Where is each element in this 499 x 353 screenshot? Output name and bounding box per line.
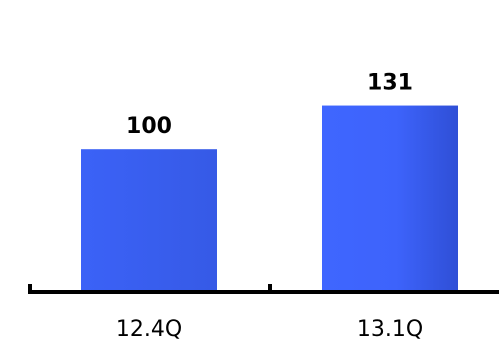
bars-layer (81, 105, 458, 290)
data-label-13.1Q: 131 (367, 71, 413, 96)
data-label-12.4Q: 100 (126, 114, 172, 139)
bar-13.1Q (322, 105, 458, 290)
x-tick-label-12.4Q: 12.4Q (116, 317, 182, 342)
value-labels-layer: 100 131 (126, 71, 413, 140)
x-tick-label-13.1Q: 13.1Q (357, 317, 423, 342)
x-axis (28, 284, 499, 294)
tick-labels-layer: 12.4Q 13.1Q (116, 317, 423, 342)
bar-12.4Q (81, 149, 217, 290)
